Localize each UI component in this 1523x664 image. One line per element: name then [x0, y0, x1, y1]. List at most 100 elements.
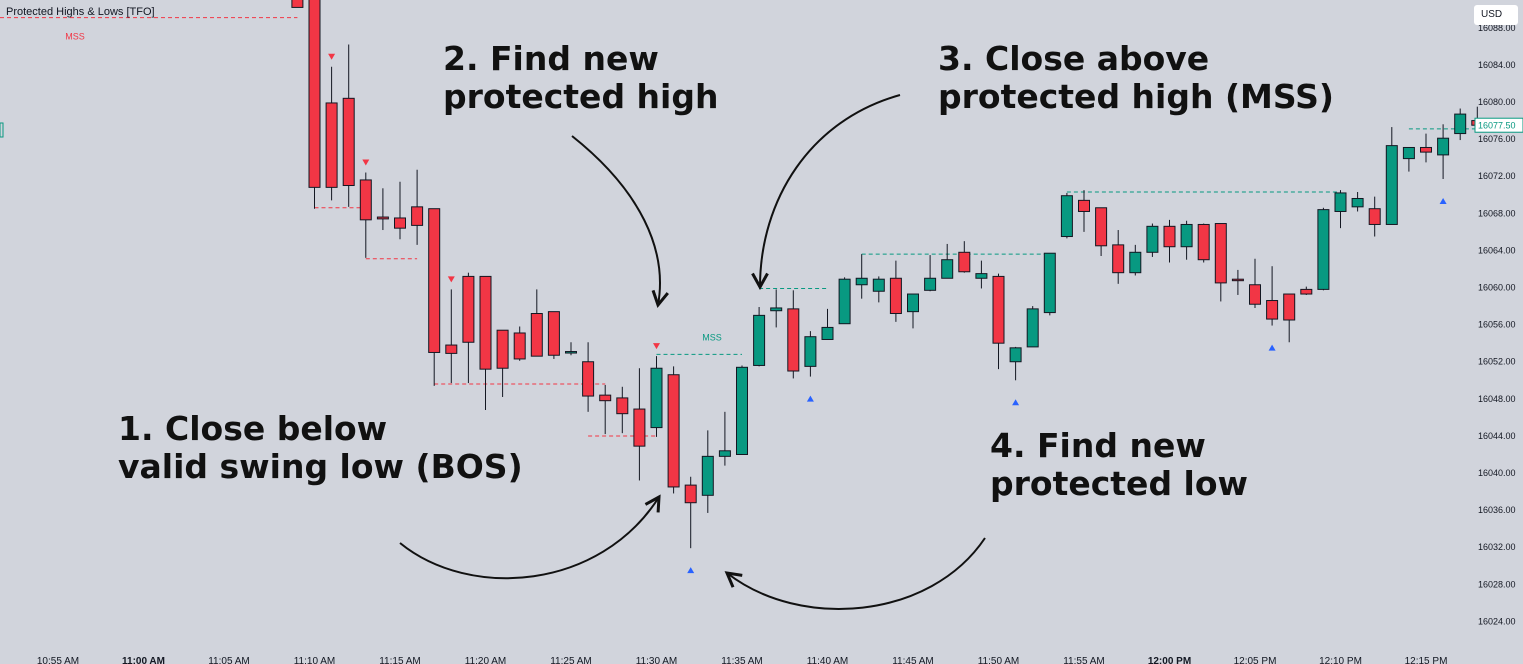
candle-body[interactable] — [1112, 244, 1125, 274]
protected-low-marker — [1268, 344, 1276, 351]
candle-body[interactable] — [855, 277, 868, 286]
candle-body[interactable] — [1420, 146, 1432, 153]
candle-body[interactable] — [394, 217, 406, 229]
x-tick-label: 12:15 PM — [1405, 656, 1448, 664]
candle-body[interactable] — [496, 329, 509, 369]
x-tick-label: 11:35 AM — [721, 656, 763, 664]
y-tick-label: 16072.00 — [1478, 171, 1516, 181]
candle-body[interactable] — [804, 336, 817, 367]
candle-body[interactable] — [411, 206, 424, 226]
candle-body[interactable] — [513, 332, 526, 360]
candle-body[interactable] — [1043, 252, 1056, 314]
candle-body[interactable] — [1317, 209, 1330, 290]
annotation-step-1: 1. Close below valid swing low (BOS) — [118, 409, 523, 486]
protected-low-marker — [806, 395, 814, 402]
candle-body[interactable] — [958, 251, 971, 273]
candle-body[interactable] — [1214, 223, 1227, 284]
x-tick-label: 11:50 AM — [978, 656, 1020, 664]
candle-body[interactable] — [1180, 223, 1193, 248]
candle-body[interactable] — [650, 367, 663, 429]
candle-body[interactable] — [308, 0, 321, 188]
x-tick-label: 11:25 AM — [550, 656, 592, 664]
candle-body[interactable] — [1266, 300, 1279, 320]
arrow-step2 — [571, 135, 660, 305]
x-tick-label: 10:55 AM — [37, 656, 79, 664]
y-tick-label: 16060.00 — [1478, 283, 1516, 293]
candle-body[interactable] — [1283, 293, 1296, 321]
candle-body[interactable] — [701, 455, 714, 496]
candle-body[interactable] — [1026, 308, 1039, 348]
candle-body[interactable] — [907, 293, 919, 313]
candle-body[interactable] — [1197, 223, 1210, 261]
candle-body[interactable] — [342, 97, 355, 187]
candle-body[interactable] — [667, 374, 680, 488]
candle-body[interactable] — [599, 394, 612, 402]
y-tick-label: 16044.00 — [1478, 431, 1516, 441]
last-price-tag — [1474, 117, 1523, 133]
candle-body[interactable] — [941, 259, 954, 279]
candle-body[interactable] — [1163, 225, 1176, 248]
candle-body[interactable] — [1249, 284, 1261, 305]
candle-body[interactable] — [821, 326, 834, 340]
y-tick-label: 16052.00 — [1478, 357, 1516, 367]
candle-body[interactable] — [753, 314, 766, 366]
candle-body[interactable] — [325, 102, 338, 188]
candle-body[interactable] — [565, 351, 577, 354]
candle-body[interactable] — [1009, 347, 1022, 363]
candle-body[interactable] — [684, 484, 697, 504]
indicator-title: Protected Highs & Lows [TFO] — [6, 6, 155, 18]
y-tick-label: 16080.00 — [1478, 97, 1516, 107]
axes: 16024.00 16028.00 16032.00 16036.00 16040.00… — [0, 23, 1523, 664]
x-tick-label: 11:05 AM — [208, 656, 250, 664]
candle-body[interactable] — [1368, 208, 1381, 225]
y-tick-label: 16088.00 — [1478, 23, 1516, 33]
candle-body[interactable] — [838, 278, 851, 325]
candle-body[interactable] — [872, 278, 885, 292]
x-tick-label: 11:30 AM — [636, 656, 678, 664]
candle-body[interactable] — [924, 277, 937, 291]
candle-body[interactable] — [975, 273, 988, 279]
candle-body[interactable] — [992, 275, 1005, 344]
candle-body[interactable] — [770, 307, 783, 312]
candle-body[interactable] — [633, 408, 646, 447]
candle-body[interactable] — [462, 275, 475, 343]
candle-body[interactable] — [718, 450, 731, 457]
candle-body[interactable] — [1385, 145, 1398, 225]
swing-markers — [328, 53, 1447, 574]
candle-body[interactable] — [1300, 288, 1313, 295]
x-tick-label: 11:40 AM — [807, 656, 849, 664]
candle-body[interactable] — [1454, 113, 1467, 135]
y-tick-label: 16056.00 — [1478, 320, 1516, 330]
candle-body[interactable] — [1078, 199, 1090, 212]
candle-body[interactable] — [1437, 137, 1450, 156]
candle-body[interactable] — [1351, 197, 1364, 208]
candle-body[interactable] — [582, 361, 595, 397]
candle-body[interactable] — [530, 313, 543, 357]
candle-body[interactable] — [889, 277, 902, 315]
candle-body[interactable] — [359, 179, 372, 221]
candle-body[interactable] — [1095, 207, 1108, 247]
candle-body[interactable] — [428, 208, 441, 353]
candle-body[interactable] — [1129, 251, 1142, 274]
candle-body[interactable] — [479, 275, 492, 370]
candle-body[interactable] — [445, 344, 458, 354]
candle-body[interactable] — [376, 216, 389, 220]
candle-body[interactable] — [616, 397, 629, 415]
candle-body[interactable] — [1334, 192, 1347, 212]
y-tick-label: 16040.00 — [1478, 468, 1516, 478]
currency-badge[interactable]: USD — [1474, 5, 1518, 25]
candle-body[interactable] — [547, 311, 560, 356]
arrow-step1 — [399, 497, 659, 580]
candle-body[interactable] — [736, 366, 748, 455]
candle-body[interactable] — [1146, 225, 1159, 253]
candle-body[interactable] — [1402, 146, 1415, 160]
annotation-step-2: 2. Find new protected high — [443, 39, 719, 116]
y-tick-label: 16024.00 — [1478, 616, 1516, 626]
candle-body[interactable] — [1060, 195, 1073, 238]
x-tick-label: 11:20 AM — [465, 656, 507, 664]
candle-body[interactable] — [291, 0, 304, 8]
candle-body[interactable] — [787, 308, 800, 372]
last-price-label: 16077.50 — [1478, 121, 1516, 131]
candle-body[interactable] — [1231, 278, 1244, 282]
